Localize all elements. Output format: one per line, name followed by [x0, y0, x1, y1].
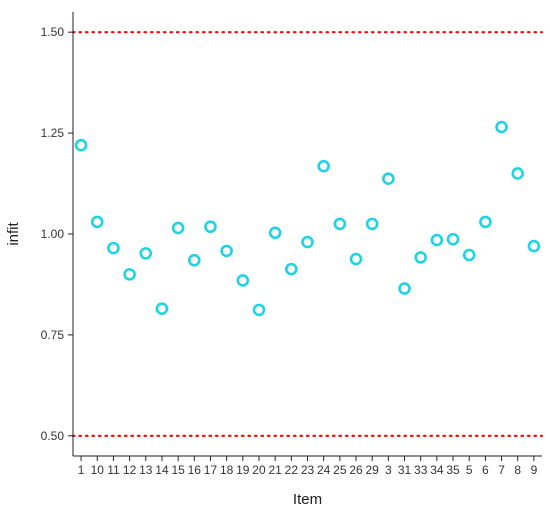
data-point-item-11	[107, 241, 120, 255]
reference-lines	[71, 31, 544, 437]
data-point-item-26	[349, 252, 363, 266]
x-tick-label: 8	[514, 463, 521, 477]
data-point-item-18	[220, 244, 233, 258]
x-tick-label: 7	[498, 463, 505, 477]
x-tick-label: 33	[414, 463, 428, 477]
x-tick-label: 25	[333, 463, 347, 477]
data-point-item-16	[187, 253, 201, 267]
data-point-item-1	[74, 138, 88, 152]
y-tick-label: 0.75	[41, 328, 65, 342]
x-tick-label: 9	[531, 463, 538, 477]
x-tick-label: 14	[155, 463, 169, 477]
x-tick-label: 6	[482, 463, 489, 477]
data-point-item-8	[511, 167, 525, 180]
data-point-item-29	[365, 217, 379, 231]
x-tick-label: 18	[220, 463, 234, 477]
data-point-item-7	[495, 120, 508, 134]
x-axis-ticks: 1 10 11 12 13 14 15 16 17 18 19 20 21 22 23 24 25 26 29 3 31…	[78, 456, 538, 477]
x-tick-label: 15	[171, 463, 185, 477]
data-point-item-21	[268, 226, 282, 240]
y-tick-label: 1.50	[41, 25, 65, 39]
x-tick-label: 3	[385, 463, 392, 477]
y-tick-label: 1.25	[41, 126, 65, 140]
y-axis-title: infit	[5, 221, 22, 245]
data-point-item-17	[204, 220, 217, 234]
data-point-item-31	[398, 282, 411, 295]
x-tick-label: 16	[188, 463, 202, 477]
x-tick-label: 21	[268, 463, 282, 477]
x-tick-label: 29	[366, 463, 380, 477]
x-tick-label: 34	[430, 463, 444, 477]
y-tick-label: 0.50	[41, 429, 65, 443]
data-point-item-9	[527, 239, 541, 253]
data-point-item-33	[414, 251, 428, 264]
x-tick-label: 19	[236, 463, 250, 477]
data-point-item-23	[301, 235, 314, 249]
x-tick-label: 1	[78, 463, 85, 477]
data-point-item-22	[285, 262, 298, 276]
data-point-item-6	[479, 215, 492, 229]
data-point-item-20	[252, 303, 266, 317]
x-tick-label: 23	[301, 463, 315, 477]
x-tick-label: 35	[446, 463, 460, 477]
x-tick-label: 26	[349, 463, 363, 477]
x-tick-label: 13	[139, 463, 153, 477]
data-point-item-25	[333, 217, 347, 231]
data-point-item-10	[90, 215, 104, 229]
x-tick-label: 11	[107, 463, 120, 477]
x-tick-label: 10	[91, 463, 105, 477]
x-tick-label: 17	[204, 463, 218, 477]
data-point-item-24	[317, 159, 330, 173]
x-tick-label: 12	[123, 463, 137, 477]
data-point-item-34	[430, 233, 444, 247]
data-point-item-14	[155, 302, 169, 315]
x-tick-label: 5	[466, 463, 473, 477]
x-tick-label: 24	[317, 463, 331, 477]
x-tick-label: 31	[398, 463, 412, 477]
x-tick-label: 22	[285, 463, 299, 477]
data-point-item-3	[382, 172, 395, 186]
data-point-item-13	[139, 247, 153, 260]
data-point-item-12	[123, 268, 136, 281]
y-axis-ticks: 0.50 0.75 1.00 1.25 1.50	[41, 25, 73, 443]
data-point-item-15	[171, 221, 185, 235]
data-point-item-35	[446, 232, 460, 246]
data-point-item-5	[462, 248, 476, 262]
data-point-item-19	[236, 274, 250, 287]
x-axis-title: Item	[293, 491, 322, 508]
x-tick-label: 20	[252, 463, 266, 477]
data-points	[74, 120, 541, 317]
y-tick-label: 1.00	[41, 227, 65, 241]
